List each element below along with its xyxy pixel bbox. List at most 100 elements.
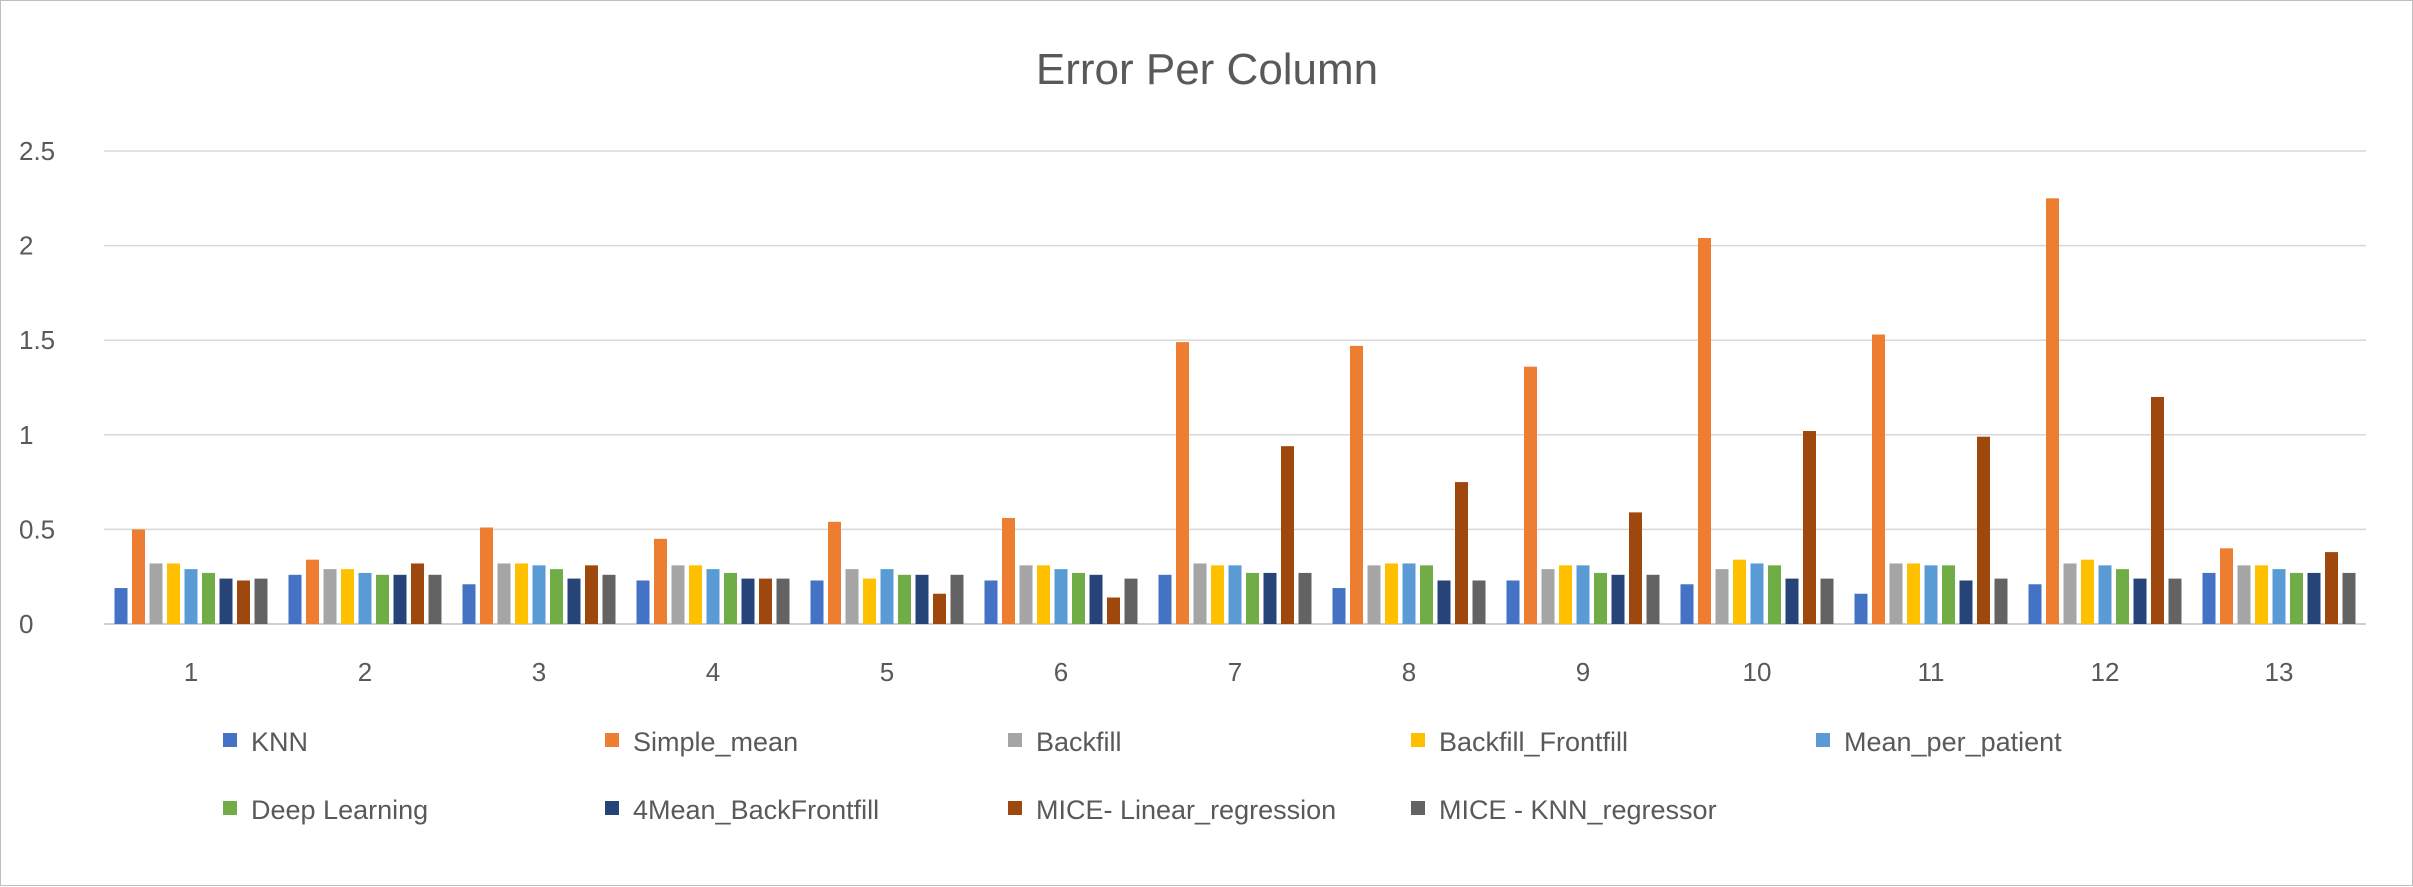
bar-deep-learning-col-5 [898, 574, 911, 624]
legend-label: Simple_mean [633, 727, 798, 757]
bar-4mean-backfrontfill-col-10 [1785, 578, 1799, 624]
bar-4mean-backfrontfill-col-3 [567, 578, 581, 624]
bar-4mean-backfrontfill-col-4 [741, 578, 755, 624]
gridlines [104, 150, 2366, 625]
bar-mean-per-patient-col-1 [184, 569, 198, 624]
bar-simple-mean-col-6 [1002, 518, 1015, 624]
bar-mice-knn-regressor-col-3 [602, 574, 616, 624]
bar-4mean-backfrontfill-col-2 [393, 574, 407, 624]
x-tick-label: 7 [1228, 657, 1242, 687]
bar-knn-col-4 [636, 580, 650, 624]
bar-simple-mean-col-4 [654, 538, 667, 624]
bar-simple-mean-col-7 [1176, 342, 1189, 624]
bar-4mean-backfrontfill-col-6 [1089, 574, 1103, 624]
bar-mean-per-patient-col-2 [358, 572, 372, 624]
legend-label: KNN [251, 727, 308, 757]
bar-deep-learning-col-8 [1420, 565, 1433, 624]
legend-swatch [223, 733, 237, 747]
bar-knn-col-13 [2202, 572, 2216, 624]
bar-backfill-frontfill-col-13 [2255, 565, 2268, 624]
bar-4mean-backfrontfill-col-12 [2133, 578, 2147, 624]
bar-backfill-frontfill-col-12 [2081, 559, 2094, 624]
bar-mean-per-patient-col-12 [2098, 565, 2112, 624]
legend: KNN Simple_mean Backfill Backfill_Frontfill… [223, 727, 2062, 825]
bar-backfill-col-9 [1541, 569, 1555, 624]
y-tick-label: 1 [19, 420, 33, 450]
bar-backfill-frontfill-col-7 [1211, 565, 1224, 624]
bar-backfill-col-1 [149, 563, 163, 624]
bar-mice-knn-regressor-col-10 [1820, 578, 1834, 624]
bar-simple-mean-col-5 [828, 521, 841, 624]
bar-backfill-frontfill-col-2 [341, 569, 354, 624]
bar-4mean-backfrontfill-col-9 [1611, 574, 1625, 624]
bar-mice-linear-regression-col-3 [585, 565, 598, 624]
bar-mice-linear-regression-col-11 [1977, 436, 1990, 624]
bar-mice-knn-regressor-col-11 [1994, 578, 2008, 624]
x-tick-label: 11 [1918, 657, 1945, 687]
bar-mice-linear-regression-col-12 [2151, 396, 2164, 624]
bar-backfill-col-4 [671, 565, 685, 624]
bar-backfill-col-12 [2063, 563, 2077, 624]
bar-4mean-backfrontfill-col-8 [1437, 580, 1451, 624]
bar-4mean-backfrontfill-col-1 [219, 578, 233, 624]
x-tick-label: 3 [532, 657, 546, 687]
bar-simple-mean-col-10 [1698, 238, 1711, 625]
x-tick-label: 12 [2091, 657, 2120, 687]
bar-mean-per-patient-col-5 [880, 569, 894, 624]
bar-deep-learning-col-10 [1768, 565, 1781, 624]
legend-label: Backfill [1036, 727, 1122, 757]
legend-label: MICE - KNN_regressor [1439, 795, 1717, 825]
bar-backfill-frontfill-col-1 [167, 563, 180, 624]
legend-swatch [1411, 801, 1425, 815]
bar-mice-linear-regression-col-6 [1107, 597, 1120, 624]
x-tick-label: 5 [880, 657, 894, 687]
bar-simple-mean-col-8 [1350, 345, 1363, 624]
bar-mice-knn-regressor-col-4 [776, 578, 790, 624]
bar-mice-linear-regression-col-7 [1281, 446, 1294, 624]
bar-mean-per-patient-col-3 [532, 565, 546, 624]
legend-label: MICE- Linear_regression [1036, 795, 1336, 825]
bar-mean-per-patient-col-6 [1054, 569, 1068, 624]
x-tick-label: 1 [184, 657, 198, 687]
bar-backfill-frontfill-col-3 [515, 563, 528, 624]
bar-backfill-frontfill-col-11 [1907, 563, 1920, 624]
bar-mice-linear-regression-col-2 [411, 563, 424, 624]
bar-mice-knn-regressor-col-2 [428, 574, 442, 624]
bars [114, 198, 2356, 625]
bar-mean-per-patient-col-10 [1750, 563, 1764, 624]
bar-mice-linear-regression-col-1 [237, 580, 250, 624]
bar-knn-col-6 [984, 580, 998, 624]
bar-mice-knn-regressor-col-8 [1472, 580, 1486, 624]
bar-simple-mean-col-12 [2046, 198, 2059, 625]
bar-deep-learning-col-7 [1246, 572, 1259, 624]
bar-deep-learning-col-13 [2290, 572, 2303, 624]
bar-mice-knn-regressor-col-9 [1646, 574, 1660, 624]
bar-4mean-backfrontfill-col-11 [1959, 580, 1973, 624]
bar-deep-learning-col-11 [1942, 565, 1955, 624]
bar-mice-knn-regressor-col-12 [2168, 578, 2182, 624]
bar-deep-learning-col-9 [1594, 572, 1607, 624]
bar-knn-col-3 [462, 584, 476, 624]
bar-knn-col-2 [288, 574, 302, 624]
x-axis-ticks: 1 2 3 4 5 6 7 8 9 10 11 12 13 [184, 657, 2294, 687]
bar-knn-col-7 [1158, 574, 1172, 624]
bar-mice-knn-regressor-col-13 [2342, 572, 2356, 624]
bar-deep-learning-col-4 [724, 572, 737, 624]
x-tick-label: 9 [1576, 657, 1590, 687]
bar-simple-mean-col-3 [480, 527, 493, 624]
bar-backfill-frontfill-col-6 [1037, 565, 1050, 624]
bar-mice-linear-regression-col-9 [1629, 512, 1642, 624]
bar-4mean-backfrontfill-col-5 [915, 574, 929, 624]
bar-mean-per-patient-col-4 [706, 569, 720, 624]
legend-swatch [1816, 733, 1830, 747]
bar-knn-col-5 [810, 580, 824, 624]
y-tick-label: 2.5 [19, 136, 55, 166]
x-tick-label: 13 [2265, 657, 2294, 687]
bar-mean-per-patient-col-7 [1228, 565, 1242, 624]
bar-4mean-backfrontfill-col-13 [2307, 572, 2321, 624]
legend-label: Backfill_Frontfill [1439, 727, 1628, 757]
legend-swatch [223, 801, 237, 815]
bar-knn-col-8 [1332, 588, 1346, 624]
legend-swatch [605, 801, 619, 815]
